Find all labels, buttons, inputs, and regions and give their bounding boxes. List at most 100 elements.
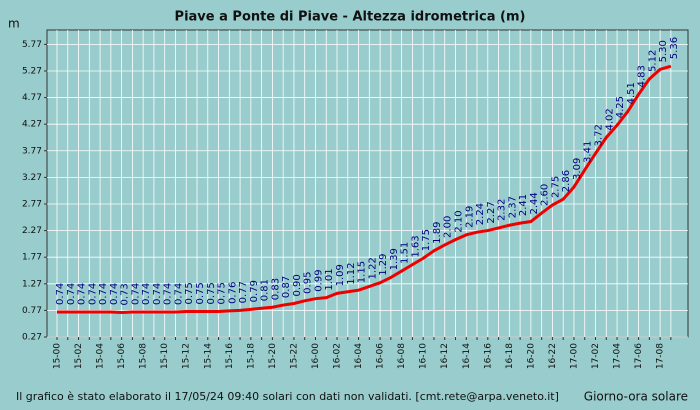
value-label: 0.95 xyxy=(303,272,314,294)
y-tick-label: 5.27 xyxy=(22,66,42,76)
x-tick-label: 16-16 xyxy=(483,343,493,369)
y-tick-label: 1.77 xyxy=(22,253,42,263)
x-tick-label: 15-10 xyxy=(160,343,170,369)
value-label: 0.73 xyxy=(120,283,131,305)
value-label: 0.74 xyxy=(173,283,184,305)
value-label: 2.24 xyxy=(475,203,486,225)
x-tick-label: 17-08 xyxy=(656,343,666,369)
value-label: 0.75 xyxy=(206,282,217,304)
value-label: 2.19 xyxy=(464,206,475,228)
x-tick-label: 16-00 xyxy=(311,343,321,369)
x-tick-label: 15-00 xyxy=(53,343,63,369)
footnote: Il grafico è stato elaborato il 17/05/24… xyxy=(16,390,559,403)
y-tick-label: 0.77 xyxy=(22,306,42,316)
value-label: 4.51 xyxy=(626,82,637,104)
value-label: 1.09 xyxy=(335,264,346,286)
value-label: 2.10 xyxy=(453,210,464,232)
value-label: 1.75 xyxy=(421,229,432,251)
y-tick-label: 3.77 xyxy=(22,146,42,156)
value-label: 1.89 xyxy=(432,222,443,244)
value-label: 2.27 xyxy=(486,201,497,223)
value-label: 0.99 xyxy=(313,269,324,291)
value-label: 5.12 xyxy=(647,50,658,72)
value-label: 2.60 xyxy=(540,184,551,206)
x-tick-label: 17-00 xyxy=(569,343,579,369)
x-tick-label: 16-08 xyxy=(397,343,407,369)
value-label: 1.01 xyxy=(324,268,335,290)
x-tick-label: 15-12 xyxy=(182,343,192,369)
y-tick-label: 4.77 xyxy=(22,93,42,103)
x-tick-label: 17-02 xyxy=(591,343,601,369)
x-tick-label: 15-18 xyxy=(246,343,256,369)
x-tick-label: 16-22 xyxy=(548,343,558,369)
x-tick-label: 17-06 xyxy=(634,343,644,369)
value-label: 0.75 xyxy=(184,282,195,304)
x-tick-label: 15-06 xyxy=(117,343,127,369)
value-label: 0.81 xyxy=(260,279,271,301)
value-label: 0.74 xyxy=(77,283,88,305)
value-label: 0.74 xyxy=(87,283,98,305)
y-tick-label: 0.27 xyxy=(22,333,42,343)
x-tick-label: 16-10 xyxy=(419,343,429,369)
value-label: 1.22 xyxy=(367,257,378,279)
value-label: 3.41 xyxy=(583,141,594,163)
value-label: 3.72 xyxy=(594,124,605,146)
value-label: 5.30 xyxy=(658,40,669,62)
value-label: 4.25 xyxy=(615,96,626,118)
y-tick-label: 1.27 xyxy=(22,279,42,289)
value-label: 4.02 xyxy=(604,108,615,130)
value-label: 2.37 xyxy=(507,196,518,218)
value-label: 1.15 xyxy=(357,261,368,283)
value-label: 0.74 xyxy=(152,283,163,305)
value-label: 2.44 xyxy=(529,192,540,214)
value-label: 0.74 xyxy=(141,283,152,305)
value-label: 0.75 xyxy=(195,282,206,304)
y-tick-label: 5.77 xyxy=(22,40,42,50)
x-tick-label: 16-06 xyxy=(376,343,386,369)
x-tick-label: 15-22 xyxy=(289,343,299,369)
value-label: 4.83 xyxy=(637,65,648,87)
x-tick-label: 15-02 xyxy=(74,343,84,369)
value-label: 1.39 xyxy=(389,248,400,270)
x-tick-label: 15-04 xyxy=(96,343,106,369)
value-label: 2.41 xyxy=(518,194,529,216)
value-label: 0.74 xyxy=(109,283,120,305)
value-label: 0.74 xyxy=(98,283,109,305)
x-tick-label: 17-04 xyxy=(613,343,623,369)
value-label: 5.36 xyxy=(669,37,680,59)
value-label: 0.76 xyxy=(227,282,238,304)
y-axis-label: m xyxy=(8,17,20,31)
value-label: 0.74 xyxy=(66,283,77,305)
chart-title: Piave a Ponte di Piave - Altezza idromet… xyxy=(175,10,526,25)
value-label: 0.87 xyxy=(281,276,292,298)
x-tick-label: 16-20 xyxy=(526,343,536,369)
value-label: 0.90 xyxy=(292,274,303,296)
data-line xyxy=(57,64,672,315)
y-tick-label: 2.27 xyxy=(22,226,42,236)
value-label: 1.51 xyxy=(400,242,411,264)
x-tick-label: 15-16 xyxy=(225,343,235,369)
x-tick-label: 16-18 xyxy=(505,343,515,369)
value-label: 3.09 xyxy=(572,158,583,180)
value-label: 2.00 xyxy=(443,216,454,238)
value-label: 0.79 xyxy=(249,280,260,302)
x-axis-label: Giorno-ora solare xyxy=(584,390,688,404)
value-label: 2.32 xyxy=(497,199,508,221)
value-label: 2.75 xyxy=(550,176,561,198)
value-label: 1.29 xyxy=(378,253,389,275)
x-tick-label: 16-12 xyxy=(440,343,450,369)
x-tick-label: 15-14 xyxy=(203,343,213,369)
x-tick-label: 15-08 xyxy=(139,343,149,369)
value-label: 0.77 xyxy=(238,281,249,303)
value-label: 0.83 xyxy=(270,278,281,300)
x-tick-label: 16-04 xyxy=(354,343,364,369)
y-tick-label: 4.27 xyxy=(22,120,42,130)
value-label: 0.75 xyxy=(217,282,228,304)
x-tick-label: 15-20 xyxy=(268,343,278,369)
value-label: 1.63 xyxy=(410,235,421,257)
value-label: 1.12 xyxy=(346,263,357,285)
value-label: 0.74 xyxy=(130,283,141,305)
value-label: 0.74 xyxy=(55,283,66,305)
y-tick-label: 2.77 xyxy=(22,199,42,209)
